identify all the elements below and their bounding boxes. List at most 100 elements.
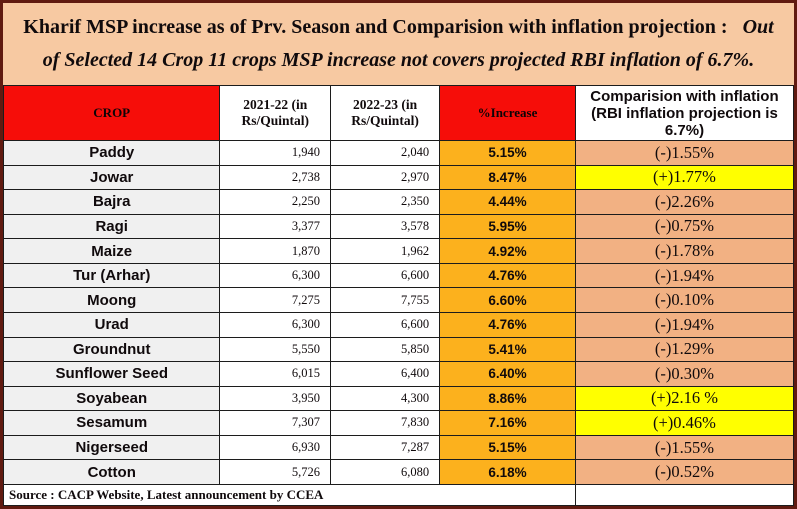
table-row: Moong 7,275 7,755 6.60% (-)0.10% [2,287,795,313]
msp-2022-23-cell: 7,287 [330,434,441,461]
pct-increase-cell: 8.47% [439,164,576,191]
table-row: Groundnut 5,550 5,850 5.41% (-)1.29% [2,336,795,363]
table-row: Cotton 5,726 6,080 6.18% (-)0.52% [2,459,795,485]
msp-2021-22-cell: 6,300 [219,311,332,338]
msp-2022-23-cell: 1,962 [330,238,441,264]
table-row: Bajra 2,250 2,350 4.44% (-)2.26% [2,189,795,215]
table-row: Maize 1,870 1,962 4.92% (-)1.78% [2,238,795,264]
pct-increase-cell: 7.16% [439,410,576,436]
inflation-comparison-cell: (+)1.77% [574,164,795,191]
table-row: Nigerseed 6,930 7,287 5.15% (-)1.55% [2,434,795,461]
pct-increase-cell: 4.76% [439,262,576,289]
inflation-comparison-cell: (-)0.75% [574,213,795,240]
inflation-comparison-cell: (+)2.16 % [574,385,795,412]
inflation-comparison-cell: (-)1.94% [574,262,795,289]
source-row: Source : CACP Website, Latest announceme… [3,484,795,506]
crop-name-cell: Cotton [2,459,221,485]
msp-2022-23-cell: 4,300 [330,385,441,412]
msp-2022-23-cell: 2,350 [330,189,441,215]
table-row: Sesamum 7,307 7,830 7.16% (+)0.46% [2,410,795,436]
page-title-text: Kharif MSP increase as of Prv. Season an… [13,11,784,77]
header-crop: CROP [2,85,221,141]
inflation-comparison-cell: (-)2.26% [574,189,795,215]
crop-name-cell: Urad [2,311,221,338]
crop-name-cell: Paddy [2,140,221,166]
msp-2021-22-cell: 5,726 [219,459,332,485]
header-2022-23: 2022-23 (in Rs/Quintal) [330,85,441,141]
page-title-emphasis: Out of Selected 14 Crop 11 crops MSP inc… [42,16,774,71]
pct-increase-cell: 6.40% [439,361,576,387]
crop-name-cell: Maize [2,238,221,264]
inflation-comparison-cell: (-)1.94% [574,311,795,338]
table-row: Ragi 3,377 3,578 5.95% (-)0.75% [2,213,795,240]
pct-increase-cell: 5.95% [439,213,576,240]
crop-name-cell: Nigerseed [2,434,221,461]
pct-increase-cell: 5.41% [439,336,576,363]
msp-2021-22-cell: 2,250 [219,189,332,215]
pct-increase-cell: 4.92% [439,238,576,264]
pct-increase-cell: 5.15% [439,434,576,461]
inflation-comparison-cell: (-)0.52% [574,459,795,485]
msp-2021-22-cell: 3,950 [219,385,332,412]
inflation-comparison-cell: (-)1.78% [574,238,795,264]
msp-table: CROP 2021-22 (in Rs/Quintal) 2022-23 (in… [2,85,795,506]
msp-2022-23-cell: 6,600 [330,311,441,338]
msp-2022-23-cell: 3,578 [330,213,441,240]
msp-2022-23-cell: 6,600 [330,262,441,289]
msp-table-container: CROP 2021-22 (in Rs/Quintal) 2022-23 (in… [2,85,795,506]
crop-name-cell: Tur (Arhar) [2,262,221,289]
inflation-comparison-cell: (-)1.55% [574,140,795,166]
header-pct-increase: %Increase [439,85,576,141]
msp-2022-23-cell: 6,400 [330,361,441,387]
table-row: Soyabean 3,950 4,300 8.86% (+)2.16 % [2,385,795,412]
pct-increase-cell: 8.86% [439,385,576,412]
msp-2021-22-cell: 6,300 [219,262,332,289]
msp-2021-22-cell: 1,870 [219,238,332,264]
msp-2021-22-cell: 7,307 [219,410,332,436]
table-row: Tur (Arhar) 6,300 6,600 4.76% (-)1.94% [2,262,795,289]
crop-name-cell: Ragi [2,213,221,240]
table-footer: Source : CACP Website, Latest announceme… [3,484,795,506]
msp-2022-23-cell: 7,830 [330,410,441,436]
table-row: Jowar 2,738 2,970 8.47% (+)1.77% [2,164,795,191]
inflation-comparison-cell: (-)0.30% [574,361,795,387]
table-row: Sunflower Seed 6,015 6,400 6.40% (-)0.30% [2,361,795,387]
msp-2021-22-cell: 7,275 [219,287,332,313]
msp-2021-22-cell: 3,377 [219,213,332,240]
table-row: Paddy 1,940 2,040 5.15% (-)1.55% [2,140,795,166]
msp-2021-22-cell: 6,930 [219,434,332,461]
crop-name-cell: Soyabean [2,385,221,412]
header-inflation-comparison: Comparision with inflation (RBI inflatio… [574,85,795,141]
crop-name-cell: Bajra [2,189,221,215]
pct-increase-cell: 6.18% [439,459,576,485]
table-header: CROP 2021-22 (in Rs/Quintal) 2022-23 (in… [2,85,795,141]
inflation-comparison-cell: (-)1.29% [574,336,795,363]
inflation-comparison-cell: (+)0.46% [574,410,795,436]
msp-2021-22-cell: 2,738 [219,164,332,191]
source-row-empty-cell [574,484,795,506]
msp-2021-22-cell: 1,940 [219,140,332,166]
table-header-row: CROP 2021-22 (in Rs/Quintal) 2022-23 (in… [2,85,795,141]
source-note: Source : CACP Website, Latest announceme… [3,484,576,506]
inflation-comparison-cell: (-)1.55% [574,434,795,461]
table-row: Urad 6,300 6,600 4.76% (-)1.94% [2,311,795,338]
crop-name-cell: Sesamum [2,410,221,436]
pct-increase-cell: 4.76% [439,311,576,338]
msp-2021-22-cell: 5,550 [219,336,332,363]
page-title-main: Kharif MSP increase as of Prv. Season an… [23,16,728,38]
msp-2021-22-cell: 6,015 [219,361,332,387]
crop-name-cell: Groundnut [2,336,221,363]
msp-2022-23-cell: 6,080 [330,459,441,485]
crop-name-cell: Jowar [2,164,221,191]
msp-2022-23-cell: 2,970 [330,164,441,191]
page-title: Kharif MSP increase as of Prv. Season an… [3,3,794,85]
msp-2022-23-cell: 2,040 [330,140,441,166]
pct-increase-cell: 5.15% [439,140,576,166]
pct-increase-cell: 6.60% [439,287,576,313]
inflation-comparison-cell: (-)0.10% [574,287,795,313]
table-body: Paddy 1,940 2,040 5.15% (-)1.55% Jowar 2,738 2,… [2,140,795,485]
pct-increase-cell: 4.44% [439,189,576,215]
msp-2022-23-cell: 7,755 [330,287,441,313]
crop-name-cell: Sunflower Seed [2,361,221,387]
header-2021-22: 2021-22 (in Rs/Quintal) [219,85,332,141]
